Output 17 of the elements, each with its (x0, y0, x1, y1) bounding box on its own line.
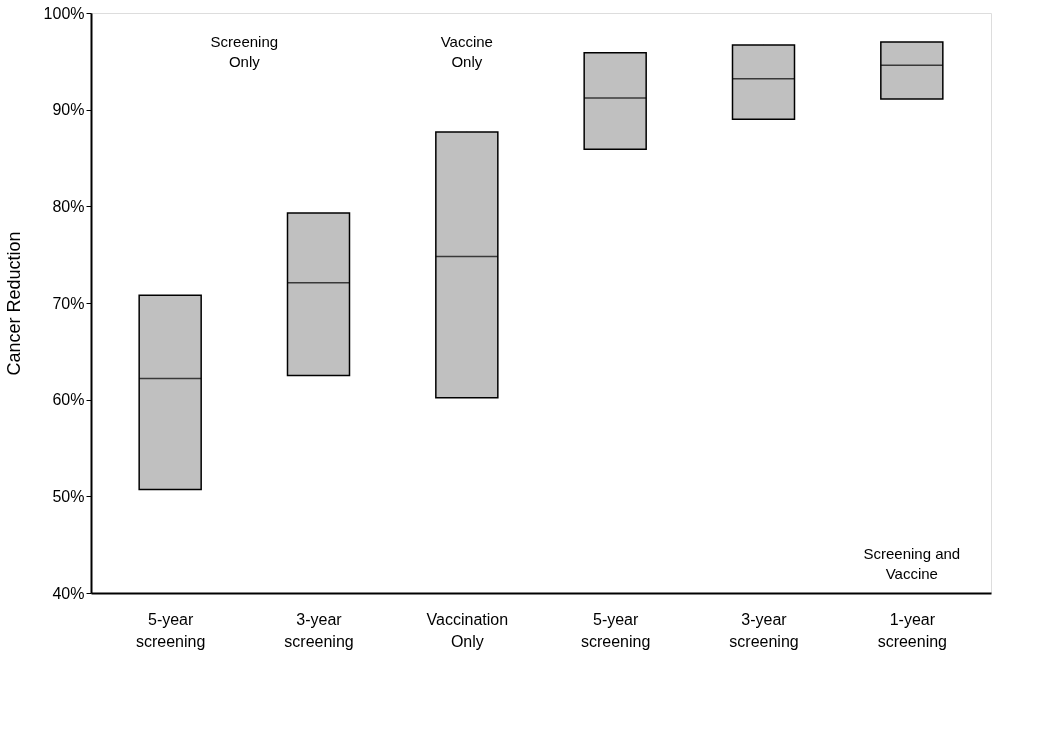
x-tick-label: 3-year screening (284, 610, 354, 650)
x-tick-label: Vaccination Only (426, 610, 509, 650)
x-tick-label: 3-year screening (729, 610, 799, 650)
y-tick-label: 80% (52, 197, 85, 215)
y-axis-title: Cancer Reduction (3, 231, 24, 376)
x-tick-label: 5-year screening (580, 610, 651, 650)
y-tick-label: 40% (52, 584, 85, 602)
y-tick-label: 100% (43, 4, 85, 22)
x-tick-label: 5-year screening (135, 610, 206, 650)
y-tick-label: 90% (52, 101, 85, 119)
y-tick-label: 70% (52, 294, 85, 312)
annotation: Vaccine Only (440, 33, 493, 70)
y-tick-label: 50% (52, 487, 85, 505)
annotation: Screening and Vaccine (863, 545, 961, 583)
y-tick-label: 60% (52, 391, 85, 409)
x-tick-label: 1-year screening (877, 610, 948, 650)
annotation: Screening Only (210, 33, 279, 70)
